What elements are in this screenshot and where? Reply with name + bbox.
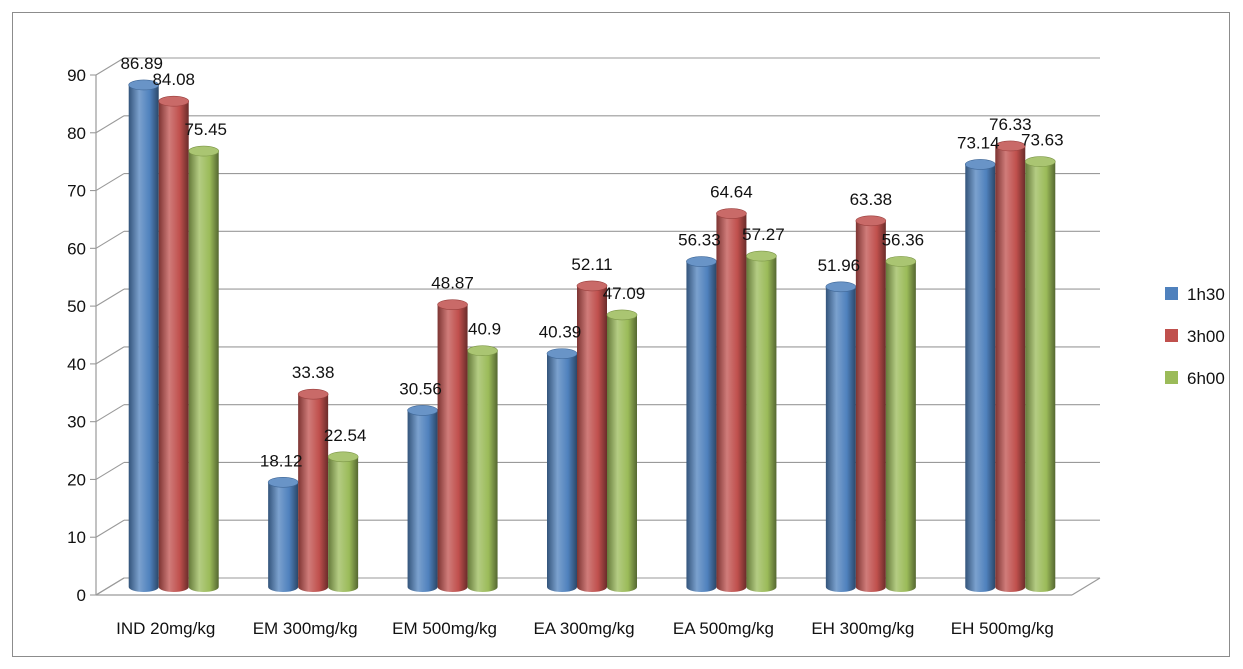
- legend-item: 6h00: [1165, 369, 1225, 388]
- y-tick-label: 40: [67, 355, 86, 374]
- bar: [716, 208, 747, 592]
- legend-label: 3h00: [1187, 327, 1225, 346]
- bar: [994, 140, 1026, 592]
- y-tick-label: 80: [67, 124, 86, 143]
- y-tick-label: 30: [67, 413, 86, 432]
- legend-swatch: [1165, 371, 1178, 384]
- bar: [467, 345, 498, 592]
- x-category-label: EA 500mg/kg: [673, 619, 774, 638]
- bar: [1024, 156, 1056, 593]
- gridline-side: [95, 173, 125, 192]
- data-label: 57.27: [742, 225, 785, 244]
- data-label: 47.09: [603, 284, 646, 303]
- gridline-side: [95, 346, 125, 365]
- gridline-side: [95, 519, 125, 538]
- y-tick-label: 60: [67, 239, 86, 258]
- gridline-side: [95, 57, 125, 76]
- data-label: 22.54: [324, 426, 367, 445]
- y-tick-label: 50: [67, 297, 86, 316]
- data-label: 40.9: [468, 320, 501, 339]
- bars: [128, 79, 1056, 593]
- gridline-side: [95, 288, 125, 307]
- x-axis-labels: IND 20mg/kg EM 300mg/kg EM 500mg/kg EA 300m…: [116, 619, 1054, 638]
- legend-label: 1h30: [1187, 285, 1225, 304]
- y-tick-label: 70: [67, 182, 86, 201]
- y-tick-label: 90: [67, 66, 86, 85]
- data-label: 73.14: [957, 133, 1000, 152]
- x-category-label: IND 20mg/kg: [116, 619, 215, 638]
- data-label: 84.08: [152, 70, 195, 89]
- y-tick-label: 20: [67, 470, 86, 489]
- data-label: 52.11: [571, 255, 612, 274]
- bar: [267, 477, 299, 592]
- gridline-side: [95, 577, 125, 596]
- data-label: 64.64: [710, 183, 753, 202]
- bar: [407, 405, 438, 592]
- bar: [128, 79, 160, 593]
- data-label: 86.89: [120, 54, 163, 73]
- gridline-side: [95, 404, 125, 423]
- bar: [885, 256, 917, 592]
- y-tick-label: 10: [67, 528, 86, 547]
- bar: [576, 280, 608, 592]
- data-label: 30.56: [399, 379, 442, 398]
- data-label: 48.87: [431, 274, 474, 293]
- x-category-label: EA 300mg/kg: [533, 619, 634, 638]
- bar: [546, 348, 578, 592]
- bar: [158, 95, 190, 593]
- bar: [188, 145, 220, 593]
- bar: [825, 281, 857, 592]
- x-category-label: EM 500mg/kg: [392, 619, 497, 638]
- bar: [746, 250, 777, 592]
- legend-label: 6h00: [1187, 369, 1225, 388]
- bar: [437, 299, 468, 592]
- bar: [297, 388, 329, 592]
- x-category-label: EH 500mg/kg: [951, 619, 1054, 638]
- data-label: 73.63: [1021, 131, 1064, 150]
- y-axis-ticks: 0 10 20 30 40 50 60 70 80 90: [67, 66, 86, 605]
- bar: [606, 309, 638, 592]
- data-label: 40.39: [539, 323, 582, 342]
- x-category-label: EM 300mg/kg: [253, 619, 358, 638]
- data-label: 63.38: [850, 190, 893, 209]
- data-label: 76.33: [989, 115, 1032, 134]
- legend: 1h30 3h00 6h00: [1165, 285, 1225, 388]
- bar: [964, 159, 996, 592]
- data-label: 33.38: [292, 363, 335, 382]
- legend-swatch: [1165, 287, 1178, 300]
- gridline-side: [95, 461, 125, 480]
- data-label: 75.45: [184, 120, 227, 139]
- legend-item: 1h30: [1165, 285, 1225, 304]
- legend-swatch: [1165, 329, 1178, 342]
- bar: [686, 256, 717, 592]
- data-label: 56.33: [678, 231, 721, 250]
- data-label: 18.12: [260, 451, 303, 470]
- bar: [855, 215, 887, 592]
- data-label: 51.96: [818, 256, 861, 275]
- bar: [327, 451, 359, 592]
- x-category-label: EH 300mg/kg: [811, 619, 914, 638]
- y-tick-label: 0: [77, 586, 86, 605]
- legend-item: 3h00: [1165, 327, 1225, 346]
- data-label: 56.36: [882, 230, 925, 249]
- gridline-side: [95, 115, 125, 134]
- gridline-side: [95, 230, 125, 249]
